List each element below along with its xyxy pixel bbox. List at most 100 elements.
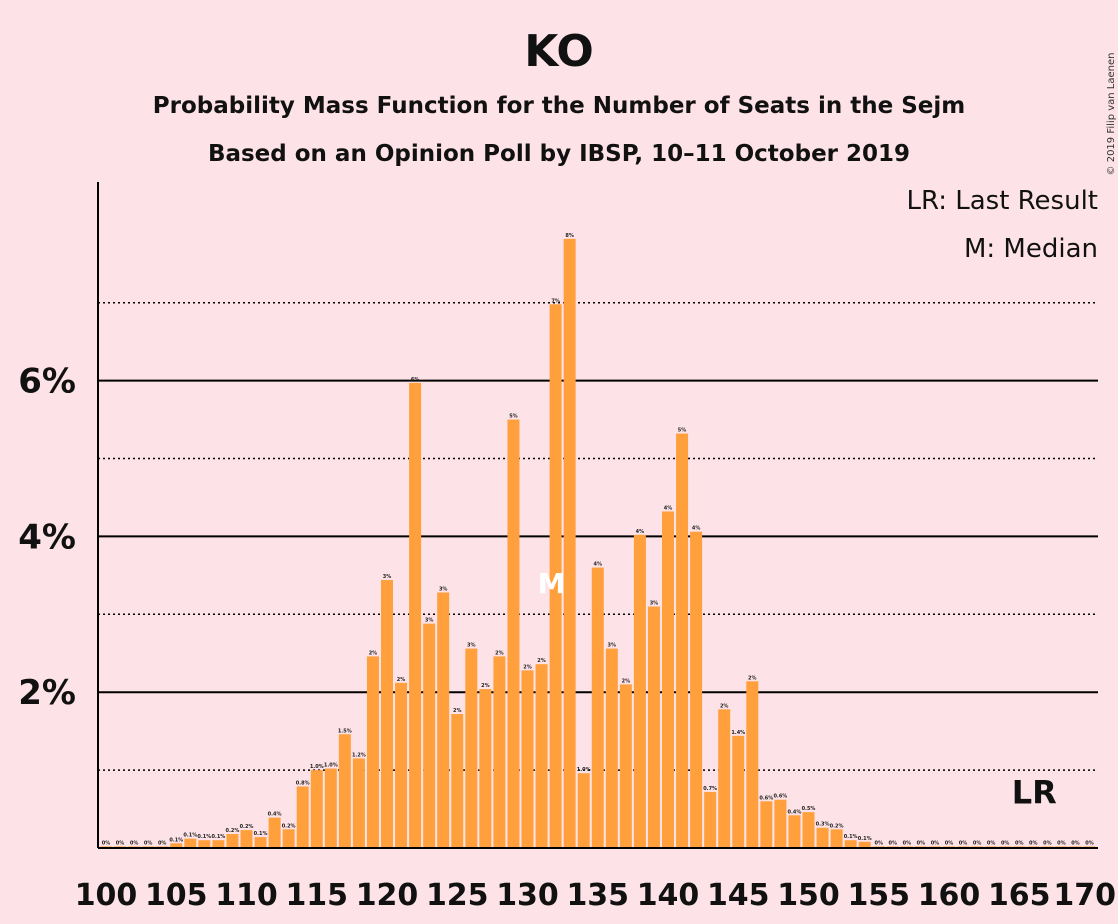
bar [662,511,674,848]
chart-title: KO [524,26,594,77]
bar-label: 0% [1029,840,1038,846]
x-tick-label: 150 [777,878,840,913]
x-tick-label: 130 [496,878,559,913]
y-tick-labels: 2% 4% 6% [18,362,76,714]
bar-label: 0.6% [773,794,787,800]
bar [409,382,422,848]
bar [338,734,351,848]
bar-label: 3% [608,643,617,649]
bar-label: 0.2% [240,824,254,830]
y-tick-label: 2% [18,673,76,713]
x-tick-label: 115 [285,878,348,913]
bar [633,534,646,848]
bar [577,773,590,848]
bar-label: 0.3% [816,822,830,828]
last-result-marker: LR [1012,773,1057,811]
legend-median: M: Median [964,234,1098,264]
bar [844,840,857,848]
bar-label: 0% [875,840,884,846]
chart-subtitle: Probability Mass Function for the Number… [153,93,965,119]
bar-label: 0.8% [296,780,310,786]
bar-label: 0.2% [226,828,240,834]
bar-label: 0.2% [282,823,296,829]
y-tick-label: 6% [18,362,76,402]
bar [254,837,267,848]
bar-label: 2% [537,658,546,664]
bar-label: 0% [959,840,968,846]
bar-label: 0.1% [858,836,872,842]
bar [493,656,506,848]
bar-label: 5% [678,428,687,434]
bar [746,681,759,848]
bar [170,843,183,848]
bar [690,531,703,848]
bar-label: 2% [622,678,631,684]
y-tick-label: 4% [18,517,76,557]
bar-label: 4% [594,562,603,568]
bar-label: 0% [1071,840,1080,846]
x-tick-label: 170 [1053,878,1116,913]
bar-label: 4% [692,526,701,532]
bar [535,664,548,848]
bar [521,670,534,848]
x-tick-label: 155 [847,878,910,913]
x-tick-label: 105 [145,878,208,913]
bar [788,815,801,848]
bar [381,580,393,848]
bar-label: 2% [453,708,462,714]
x-tick-label: 110 [215,878,278,913]
bar-label: 0% [917,840,926,846]
bar [760,801,773,848]
bar [830,829,843,848]
bar [296,786,309,848]
bar [465,648,478,848]
bar [366,656,379,848]
x-tick-label: 100 [75,878,138,913]
bar-label: 0% [973,840,982,846]
bar [184,838,197,848]
bar [198,840,211,848]
bar [774,799,787,848]
bar-label: 3% [650,601,659,607]
bar [282,829,295,848]
bar [591,567,604,848]
bar [605,648,618,848]
x-tick-label: 165 [988,878,1051,913]
bar-label: 2% [481,683,490,689]
bar [549,304,562,848]
bar [563,238,576,848]
bar-label: 0.1% [183,833,197,839]
x-tick-label: 125 [426,878,489,913]
bar [619,684,632,848]
bar [240,830,253,848]
bar-label: 0% [889,840,898,846]
x-tick-labels: 100 105 110 115 120 125 130 135 140 145 150 155 160 1… [75,878,1116,913]
bar-label: 0% [144,840,153,846]
bar-label: 1.2% [352,752,366,758]
bar-label: 0% [945,840,954,846]
bar-label: 0% [987,840,996,846]
x-tick-label: 140 [637,878,700,913]
bar-label: 1.0% [310,764,324,770]
bar-label: 0% [1001,840,1010,846]
bar [310,770,323,848]
bar-label: 0% [931,840,940,846]
bar-label: 1.0% [324,763,338,769]
legend-last-result: LR: Last Result [906,186,1098,216]
bar-label: 7% [551,298,560,304]
bar-label: 8% [565,233,574,239]
bar-label: 0.1% [169,837,183,843]
bar [802,812,815,848]
bar-label: 4% [636,529,645,535]
bar [676,433,689,848]
bar-label: 2% [369,650,378,656]
bar-label: 0.4% [268,812,282,818]
bar [718,709,731,848]
bar-label: 0.5% [802,806,816,812]
bar [226,833,239,848]
bar-label: 3% [467,643,476,649]
median-marker: M [538,567,566,600]
x-tick-label: 120 [356,878,419,913]
bar-label: 0% [1085,840,1094,846]
